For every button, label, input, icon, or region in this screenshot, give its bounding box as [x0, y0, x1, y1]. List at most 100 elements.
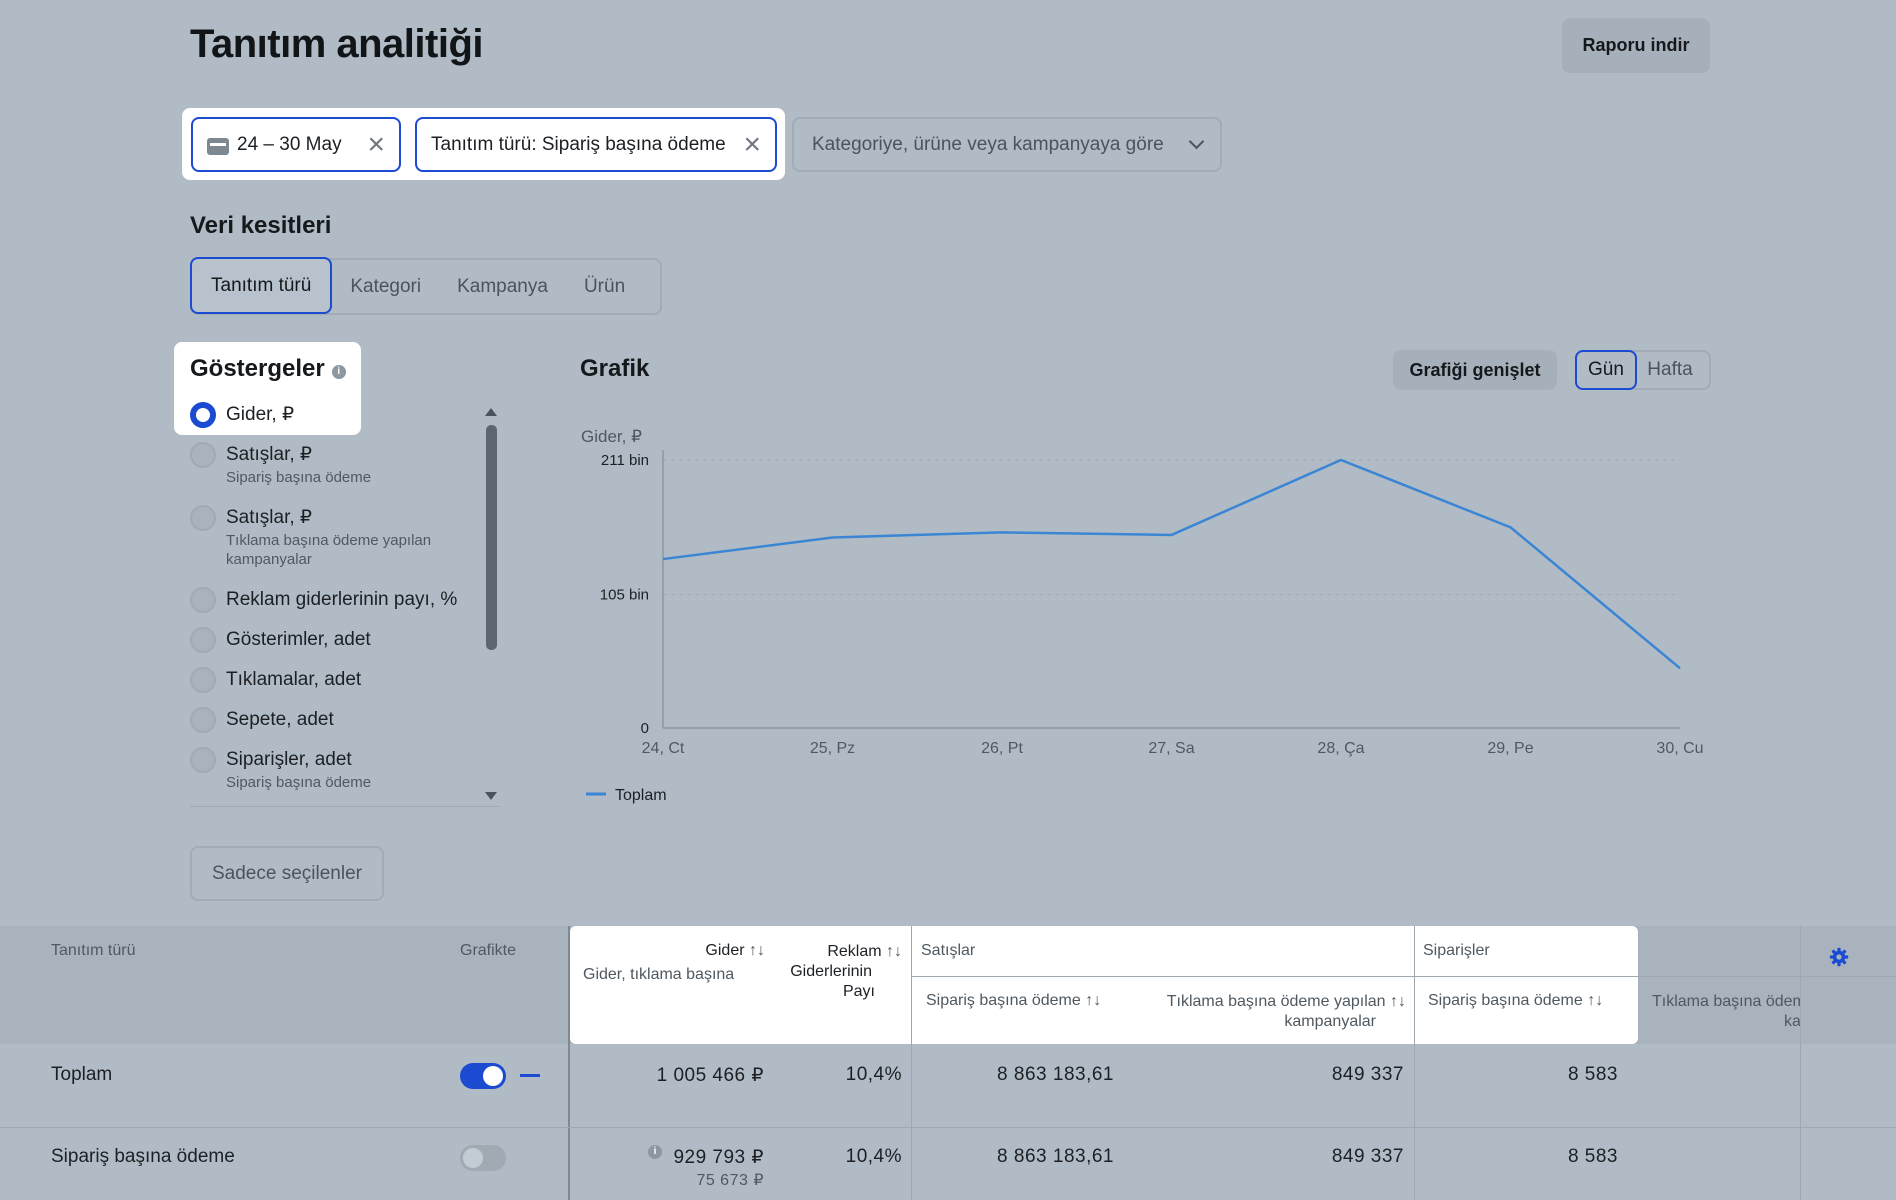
metric-label: Satışlar, ₽: [226, 507, 313, 528]
x-tick-label: 26, Pt: [981, 740, 1023, 757]
metric-option[interactable]: Reklam giderlerinin payı, %: [190, 587, 457, 613]
divider: [190, 806, 500, 807]
metric-sublabel: Sipariş başına ödeme: [226, 469, 372, 486]
metric-option[interactable]: Gösterimler, adet: [190, 627, 371, 653]
column-header-ad-share[interactable]: Reklam ↑↓ Giderlerinin Payı: [780, 942, 902, 1002]
tab-category[interactable]: Kategori: [350, 275, 422, 297]
info-icon[interactable]: i: [648, 1145, 662, 1159]
metric-option[interactable]: Satışlar, ₽ Sipariş başına ödeme: [190, 442, 371, 487]
x-tick-label: 25, Pz: [810, 740, 855, 757]
column-header-ad-share-line1: Reklam: [827, 943, 882, 960]
sort-icon[interactable]: ↑↓: [1085, 992, 1102, 1009]
cell-ad-share: 10,4%: [845, 1064, 902, 1085]
period-day-option[interactable]: Gün: [1575, 350, 1637, 390]
chart-toggle[interactable]: [460, 1063, 506, 1089]
metric-label: Satışlar, ₽: [226, 444, 313, 465]
cell-sales-cpo: 8 863 183,61: [997, 1064, 1114, 1085]
column-header-orders-cpc-line2: kampanyalar: [1784, 1013, 1800, 1030]
chart-toggle[interactable]: [460, 1145, 506, 1171]
close-icon[interactable]: ×: [743, 127, 761, 161]
metric-label: Gider, ₽: [226, 404, 295, 425]
only-selected-button[interactable]: Sadece seçilenler: [190, 846, 384, 901]
sort-icon[interactable]: ↑↓: [749, 942, 765, 959]
series-color-swatch: [520, 1074, 540, 1077]
x-tick-label: 30, Cu: [1656, 740, 1703, 757]
radio-button[interactable]: [190, 667, 216, 693]
expand-chart-button[interactable]: Grafiği genişlet: [1393, 350, 1557, 390]
tab-promotion-type[interactable]: Tanıtım türü: [190, 257, 333, 314]
legend-label: Toplam: [615, 787, 667, 804]
scroll-up-arrow[interactable]: [485, 408, 497, 416]
close-icon[interactable]: ×: [367, 127, 385, 161]
metric-option[interactable]: Gider, ₽: [190, 402, 294, 428]
metric-option[interactable]: Siparişler, adet Sipariş başına ödeme: [190, 747, 371, 792]
x-tick-label: 29, Pe: [1487, 740, 1533, 757]
cell-cost: 929 793 ₽: [673, 1147, 764, 1168]
column-header-sales-cpc[interactable]: Tıklama başına ödeme yapılan ↑↓ kampanya…: [1130, 992, 1406, 1032]
metric-option[interactable]: Tıklamalar, adet: [190, 667, 361, 693]
metric-sublabel: Tıklama başına ödeme yapılan kampanyalar: [226, 532, 432, 568]
metric-label: Sepete, adet: [226, 709, 334, 730]
cell-orders-cpo: 8 583: [1567, 1146, 1618, 1167]
radio-button[interactable]: [190, 402, 216, 428]
radio-button[interactable]: [190, 627, 216, 653]
column-header-ad-share-line3: Payı: [842, 983, 875, 1000]
chevron-down-icon: [1188, 133, 1205, 150]
y-tick-label: 105 bin: [600, 587, 649, 604]
slices-tabs: Tanıtım türü Kategori Kampanya Ürün: [190, 257, 662, 315]
column-header-orders-cpc-line1: Tıklama başına ödeme yapılan: [1652, 993, 1800, 1010]
calendar-icon: [207, 135, 229, 155]
scrollbar-thumb[interactable]: [486, 425, 497, 650]
cell-ad-share: 10,4%: [845, 1146, 902, 1167]
sort-icon[interactable]: ↑↓: [886, 943, 902, 960]
type-filter-chip[interactable]: Tanıtım türü: Sipariş başına ödeme ×: [415, 117, 777, 172]
column-subheader-cost: Gider, tıklama başına: [583, 966, 735, 983]
column-group-sales: Satışlar: [921, 942, 976, 959]
info-icon[interactable]: i: [331, 365, 346, 379]
radio-button[interactable]: [190, 747, 216, 773]
x-tick-label: 27, Sa: [1148, 740, 1194, 757]
tab-product[interactable]: Ürün: [583, 275, 626, 297]
sticky-column-divider: [568, 926, 570, 1200]
column-divider: [911, 926, 912, 1200]
metric-label: Tıklamalar, adet: [226, 669, 362, 690]
table-header-highlight: [570, 926, 1638, 1044]
column-header-orders-cpo[interactable]: Sipariş başına ödeme ↑↓: [1428, 992, 1603, 1010]
tab-campaign[interactable]: Kampanya: [457, 275, 548, 297]
column-header-type[interactable]: Tanıtım türü: [51, 942, 136, 959]
date-filter-chip[interactable]: 24 – 30 May ×: [191, 117, 401, 172]
radio-button[interactable]: [190, 707, 216, 733]
category-filter-dropdown[interactable]: Kategoriye, ürüne veya kampanyaya göre: [792, 117, 1222, 172]
gear-icon[interactable]: [1829, 947, 1849, 967]
column-header-ad-share-line2: Giderlerinin: [790, 963, 872, 980]
radio-button[interactable]: [190, 587, 216, 613]
column-header-sales-cpo[interactable]: Sipariş başına ödeme ↑↓: [926, 992, 1101, 1010]
sort-icon[interactable]: ↑↓: [1390, 993, 1406, 1010]
page-title: Tanıtım analitiği: [190, 22, 484, 66]
column-header-orders-cpc[interactable]: Tıklama başına ödeme yapılan kampanyalar: [1652, 992, 1800, 1032]
radio-button[interactable]: [190, 442, 216, 468]
metric-label: Siparişler, adet: [226, 749, 352, 770]
radio-button[interactable]: [190, 505, 216, 531]
metrics-title: Göstergeler i: [190, 355, 346, 383]
column-header-cost-label: Gider: [705, 942, 745, 959]
column-header-cost[interactable]: Gider ↑↓: [660, 942, 765, 960]
dropdown-label: Kategoriye, ürüne veya kampanyaya göre: [812, 133, 1164, 155]
cell-sales-cpc: 849 337: [1331, 1146, 1404, 1167]
download-report-button[interactable]: Raporu indir: [1562, 18, 1710, 73]
column-group-orders: Siparişler: [1423, 942, 1490, 959]
column-divider: [1414, 926, 1415, 1200]
sort-icon[interactable]: ↑↓: [1587, 992, 1604, 1009]
row-name: Toplam: [51, 1064, 113, 1085]
metric-label: Gösterimler, adet: [226, 629, 371, 650]
date-filter-label: 24 – 30 May: [237, 133, 342, 155]
y-tick-label: 211 bin: [601, 452, 649, 469]
metric-option[interactable]: Satışlar, ₽ Tıklama başına ödeme yapılan…: [190, 505, 480, 569]
x-tick-label: 24, Ct: [642, 740, 685, 757]
period-week-option[interactable]: Hafta: [1647, 359, 1693, 380]
metric-option[interactable]: Sepete, adet: [190, 707, 334, 733]
row-name: Sipariş başına ödeme: [51, 1146, 235, 1167]
scroll-down-arrow[interactable]: [485, 792, 497, 800]
line-chart: Gider, ₽ 0 105 bin 211 bin 24, Ct 25, Pz 26,…: [581, 427, 1704, 804]
period-toggle: Gün Hafta: [1575, 350, 1711, 390]
